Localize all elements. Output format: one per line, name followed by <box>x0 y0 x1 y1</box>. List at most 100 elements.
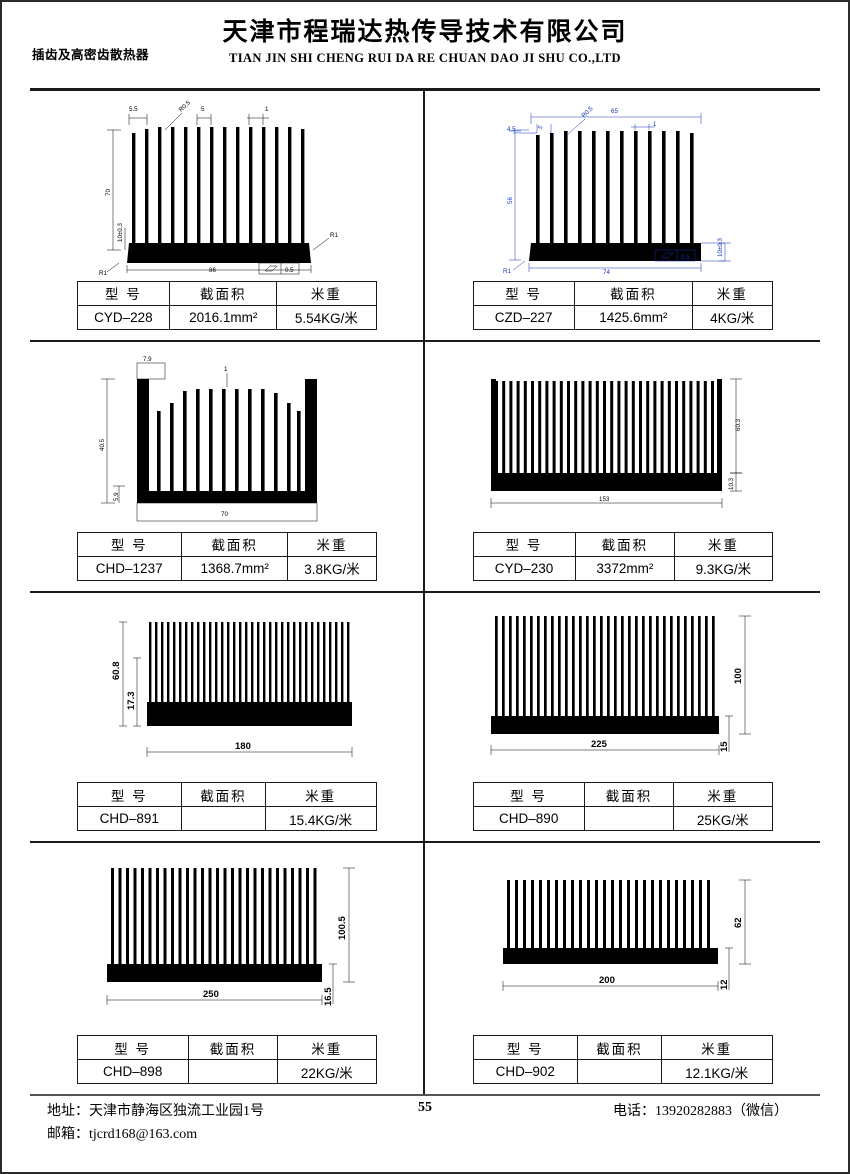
cell-weight: 12.1KG/米 <box>660 1059 773 1084</box>
table-header-row: 型 号 截面积 米重 <box>76 1035 377 1060</box>
col-area: 截面积 <box>180 531 289 557</box>
table-header-row: 型 号 截面积 米重 <box>472 782 773 808</box>
spec-table-2: 型 号 截面积 米重 CZD–227 1425.6mm² 4KG/米 <box>472 280 773 330</box>
cell-weight: 4KG/米 <box>692 304 773 330</box>
dim-label: 1 <box>265 106 269 113</box>
table-row: CHD–891 15.4KG/米 <box>76 806 377 832</box>
cell-weight: 22KG/米 <box>277 1059 377 1084</box>
dim-label: 4.5 <box>507 126 516 133</box>
col-weight: 米重 <box>264 782 377 808</box>
col-model: 型 号 <box>76 280 171 306</box>
table-row: CHD–898 22KG/米 <box>76 1059 377 1084</box>
product-cell-6: 100 15 225 型 号 截面积 米重 CHD–890 25KG/米 <box>425 593 820 844</box>
page-number: 55 <box>418 1100 432 1115</box>
col-area: 截面积 <box>181 782 266 808</box>
table-header-row: 型 号 截面积 米重 <box>76 782 377 808</box>
dim-label: 250 <box>203 989 219 1000</box>
col-area: 截面积 <box>169 280 278 306</box>
table-row: CZD–227 1425.6mm² 4KG/米 <box>472 304 773 330</box>
product-cell-7: 100.5 16.5 250 型 号 截面积 米重 CHD–898 22KG/米 <box>30 843 425 1094</box>
col-weight: 米重 <box>276 280 377 306</box>
dim-label: 153 <box>599 496 610 503</box>
dim-label: 10±0.3 <box>717 238 724 257</box>
spec-table-4: 型 号 截面积 米重 CYD–230 3372mm² 9.3KG/米 <box>472 531 773 581</box>
cell-area <box>577 1059 662 1084</box>
company-block: 天津市程瑞达热传导技术有限公司 TIAN JIN SHI CHENG RUI D… <box>2 12 848 66</box>
dim-label: 15 <box>719 741 730 752</box>
table-header-row: 型 号 截面积 米重 <box>76 280 377 306</box>
cell-weight: 9.3KG/米 <box>674 555 773 581</box>
footer-row-1: 地址：天津市静海区独流工业园1号 55 电话：13920282883（微信） <box>2 1100 848 1123</box>
profile-drawing-chd-898: 100.5 16.5 250 <box>36 847 417 1035</box>
dim-label: 0.5 <box>681 254 690 261</box>
product-grid: 5.5 R0.5 5 1 70 10±0.3 86 R1 R1 0.5 型 号 … <box>30 91 820 1094</box>
cell-model: CHD–902 <box>472 1059 579 1084</box>
col-model: 型 号 <box>472 280 575 306</box>
col-model: 型 号 <box>472 782 585 808</box>
dim-label: 86 <box>209 267 216 274</box>
dim-label: R1 <box>503 268 511 275</box>
dim-label: 40.5 <box>99 439 106 452</box>
col-model: 型 号 <box>76 1035 189 1060</box>
dim-label: 16.5 <box>323 986 334 1005</box>
table-header-row: 型 号 截面积 米重 <box>472 280 773 306</box>
page-header: 插齿及高密齿散热器 天津市程瑞达热传导技术有限公司 TIAN JIN SHI C… <box>2 2 848 91</box>
dim-label: 12 <box>719 979 730 990</box>
table-row: CYD–228 2016.1mm² 5.54KG/米 <box>76 304 377 330</box>
dim-label: 10.3 <box>728 478 735 491</box>
product-cell-2: 65 4.5 5 R0.5 1 56 R1 74 <box>425 91 820 342</box>
product-cell-5: 60.8 17.3 180 型 号 截面积 米重 CHD–891 15.4KG/… <box>30 592 425 844</box>
col-weight: 米重 <box>277 1035 377 1060</box>
profile-drawing-chd-891: 60.8 17.3 180 <box>36 597 417 783</box>
col-model: 型 号 <box>76 531 182 557</box>
cell-model: CHD–898 <box>76 1059 189 1084</box>
dim-label: 1 <box>653 121 657 128</box>
cell-model: CYD–228 <box>76 304 171 330</box>
spec-table-7: 型 号 截面积 米重 CHD–898 22KG/米 <box>76 1035 377 1084</box>
col-model: 型 号 <box>472 1035 579 1060</box>
spec-table-8: 型 号 截面积 米重 CHD–902 12.1KG/米 <box>472 1035 773 1084</box>
dim-label: 5.5 <box>129 106 138 113</box>
col-area: 截面积 <box>583 782 675 808</box>
cell-area <box>181 806 266 832</box>
table-row: CHD–902 12.1KG/米 <box>472 1059 773 1084</box>
cell-model: CHD–891 <box>76 806 183 832</box>
col-area: 截面积 <box>574 531 676 557</box>
profile-drawing-cyd-228: 5.5 R0.5 5 1 70 10±0.3 86 R1 R1 0.5 <box>36 95 417 281</box>
footer-email: 邮箱：tjcrd168@163.com <box>47 1127 198 1142</box>
dim-label: 100.5 <box>337 915 348 939</box>
dim-label: 200 <box>599 975 615 986</box>
company-name-en: TIAN JIN SHI CHENG RUI DA RE CHUAN DAO J… <box>229 51 621 65</box>
col-model: 型 号 <box>472 531 576 557</box>
table-header-row: 型 号 截面积 米重 <box>76 531 377 557</box>
col-model: 型 号 <box>76 782 183 808</box>
header-divider <box>30 88 820 91</box>
col-weight: 米重 <box>674 531 773 557</box>
table-row: CHD–890 25KG/米 <box>472 806 773 832</box>
dim-label: 10±0.3 <box>117 223 124 242</box>
cell-area: 3372mm² <box>574 555 676 581</box>
cell-area <box>187 1059 279 1084</box>
dim-label: R1 <box>330 232 338 239</box>
section-label: 插齿及高密齿散热器 <box>32 48 150 62</box>
profile-drawing-chd-890: 100 15 225 <box>431 597 814 783</box>
dim-label: R0.5 <box>177 100 192 113</box>
product-cell-1: 5.5 R0.5 5 1 70 10±0.3 86 R1 R1 0.5 型 号 … <box>30 91 425 342</box>
dim-label: 100 <box>733 668 744 684</box>
dim-label: 62 <box>733 917 744 928</box>
dim-label: 5.9 <box>113 492 120 501</box>
dim-label: 60.3 <box>735 419 742 432</box>
table-header-row: 型 号 截面积 米重 <box>472 1035 773 1060</box>
dim-label: 70 <box>221 511 228 518</box>
table-row: CHD–1237 1368.7mm² 3.8KG/米 <box>76 555 377 581</box>
col-area: 截面积 <box>187 1035 279 1060</box>
dim-label: 60.8 <box>111 661 122 680</box>
page-footer: 地址：天津市静海区独流工业园1号 55 电话：13920282883（微信） 邮… <box>2 1100 848 1164</box>
footer-address: 地址：天津市静海区独流工业园1号 <box>47 1104 264 1119</box>
dim-label: 180 <box>235 741 251 752</box>
dim-label: 5 <box>201 106 205 113</box>
cell-weight: 3.8KG/米 <box>287 555 377 581</box>
col-weight: 米重 <box>660 1035 773 1060</box>
cell-model: CHD–890 <box>472 806 585 832</box>
